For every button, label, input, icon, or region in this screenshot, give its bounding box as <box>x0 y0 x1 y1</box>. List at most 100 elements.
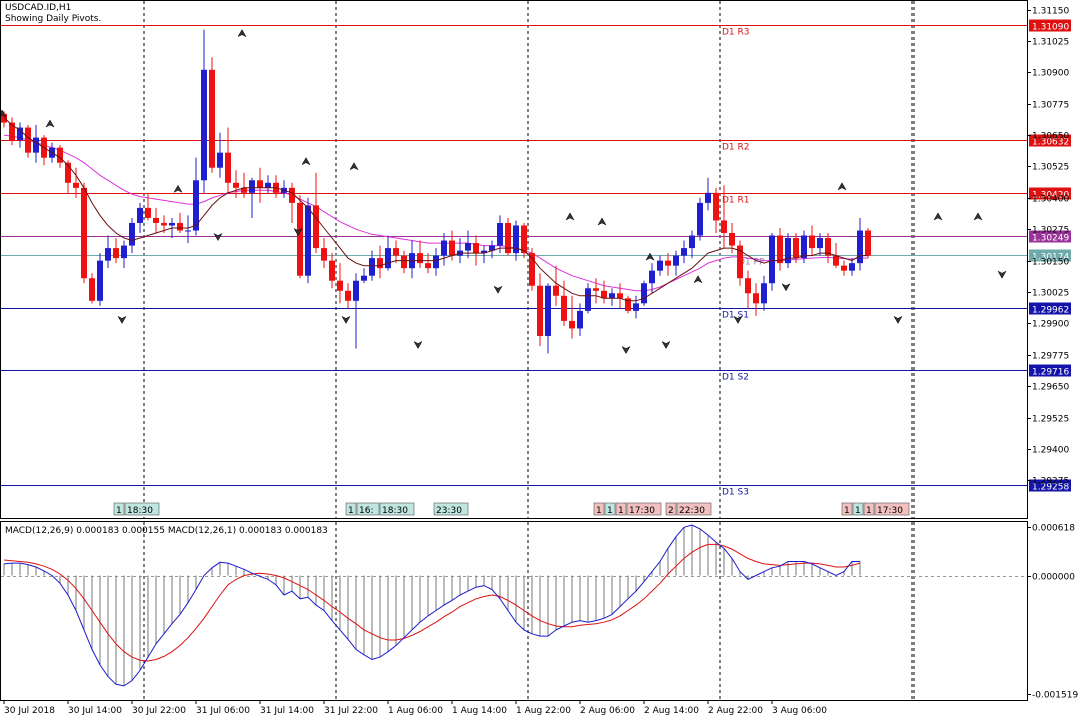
event-tag <box>874 502 910 516</box>
fractal-down-arrow <box>213 232 223 242</box>
y-tick-label: 1.30900 <box>1032 69 1069 79</box>
candle-body <box>769 235 775 284</box>
candle-body <box>169 222 175 226</box>
candle-body <box>561 295 567 321</box>
candle-body <box>289 187 295 203</box>
pivot-label: D1 S1 <box>722 311 749 321</box>
candle-body <box>57 147 63 163</box>
candle-body <box>481 250 487 254</box>
candle-body <box>345 290 351 301</box>
x-tick-label: 2 Aug 06:00 <box>580 706 635 716</box>
pivot-price-text: 1.30420 <box>1032 191 1069 201</box>
event-tag-label: 2 <box>668 506 674 516</box>
event-tag <box>113 502 125 516</box>
candle-body <box>177 222 183 231</box>
candle-body <box>625 298 631 311</box>
fractal-down-arrow <box>413 340 423 350</box>
candle-body <box>137 207 143 223</box>
price-panel: D1 R3 D1 R2 D1 R1 D1 S1 D1 S2 D1 S3 D1 PP 1 18:3… <box>0 1 1027 518</box>
event-tag <box>593 502 605 516</box>
candle-body <box>65 162 71 183</box>
event-tag <box>615 502 627 516</box>
pivot-price-tag <box>1029 19 1071 32</box>
x-tick-label: 30 Jul 2018 <box>4 706 55 716</box>
candle-body <box>353 280 359 301</box>
price-panel-frame <box>0 0 1028 519</box>
candle-body <box>617 293 623 299</box>
symbol-title: USDCAD.ID,H1 <box>5 3 72 13</box>
fractal-up-arrow <box>597 217 607 226</box>
candle-body <box>81 187 87 279</box>
candle-body <box>449 240 455 256</box>
y-tick-label: 1.30525 <box>1032 163 1069 173</box>
event-tag-label: 17:30 <box>629 506 655 516</box>
pivot-price-text: 1.31090 <box>1032 23 1069 33</box>
event-tag-label: 22:30 <box>679 506 705 516</box>
fractal-down-arrow <box>893 315 903 324</box>
candle-body <box>473 243 479 254</box>
candle-body <box>201 69 207 181</box>
event-tag <box>379 502 415 516</box>
candle-body <box>321 248 327 261</box>
macd-y-tick-label: 0.000618 <box>1032 524 1075 534</box>
candle-body <box>9 122 15 141</box>
pivot-label: D1 R2 <box>722 143 750 153</box>
candle-body <box>73 182 79 188</box>
macd-signal-line <box>3 543 861 662</box>
event-tag <box>345 502 357 516</box>
x-tick-label: 1 Aug 22:00 <box>516 706 571 716</box>
y-tick-label: 1.30025 <box>1032 289 1069 299</box>
macd-panel-frame <box>0 521 1028 701</box>
bid-price-tag <box>1029 249 1071 262</box>
candle-body <box>17 127 23 141</box>
candle-body <box>401 255 407 269</box>
y-tick-label: 1.29650 <box>1032 383 1069 393</box>
candle-body <box>697 202 703 236</box>
candle-body <box>193 180 199 231</box>
pivot-price-tag <box>1029 364 1071 377</box>
fractal-down-arrow <box>117 315 127 324</box>
candle-body <box>681 248 687 256</box>
candle-body <box>713 192 719 221</box>
candle-body <box>513 225 519 254</box>
fractal-down-arrow <box>493 285 503 294</box>
candle-body <box>529 253 535 286</box>
pivot-price-tag <box>1029 302 1071 315</box>
candle-body <box>801 235 807 259</box>
candle-body <box>337 280 343 291</box>
pivot-label: D1 R3 <box>722 28 750 38</box>
candle-body <box>121 245 127 259</box>
macd-title: MACD(12,26,9) 0.000183 0.000155 MACD(12,… <box>5 526 328 536</box>
x-tick-label: 3 Aug 06:00 <box>772 706 827 716</box>
fractal-down-arrow <box>781 283 791 292</box>
candle-body <box>233 182 239 188</box>
fractal-up-arrow <box>237 29 247 38</box>
x-tick-label: 31 Jul 14:00 <box>260 706 314 716</box>
candle-body <box>737 245 743 279</box>
y-tick-label: 1.30275 <box>1032 226 1069 236</box>
candle-body <box>833 255 839 266</box>
candle-body <box>649 270 655 284</box>
y-tick-label: 1.31150 <box>1032 7 1069 17</box>
pivot-price-text: 1.29258 <box>1032 483 1069 493</box>
candle-body <box>521 225 527 254</box>
candle-body <box>305 205 311 276</box>
candle-body <box>553 285 559 296</box>
x-tick-label: 31 Jul 22:00 <box>324 706 378 716</box>
candle-body <box>545 285 551 336</box>
candle-body <box>785 238 791 264</box>
candle-body <box>153 217 159 223</box>
candle-body <box>425 263 431 269</box>
y-tick-label: 1.29525 <box>1032 415 1069 425</box>
pivot-label: D1 PP <box>738 258 765 268</box>
candle-body <box>145 207 151 218</box>
pivot-subtitle: Showing Daily Pivots. <box>5 14 102 24</box>
fractal-up-arrow <box>301 157 311 166</box>
fractal-up-arrow <box>173 184 183 193</box>
candle-body <box>577 310 583 329</box>
fractal-down-arrow <box>661 340 671 350</box>
event-tag <box>852 502 864 516</box>
candle-body <box>793 238 799 259</box>
y-tick-label: 1.30400 <box>1032 195 1069 205</box>
